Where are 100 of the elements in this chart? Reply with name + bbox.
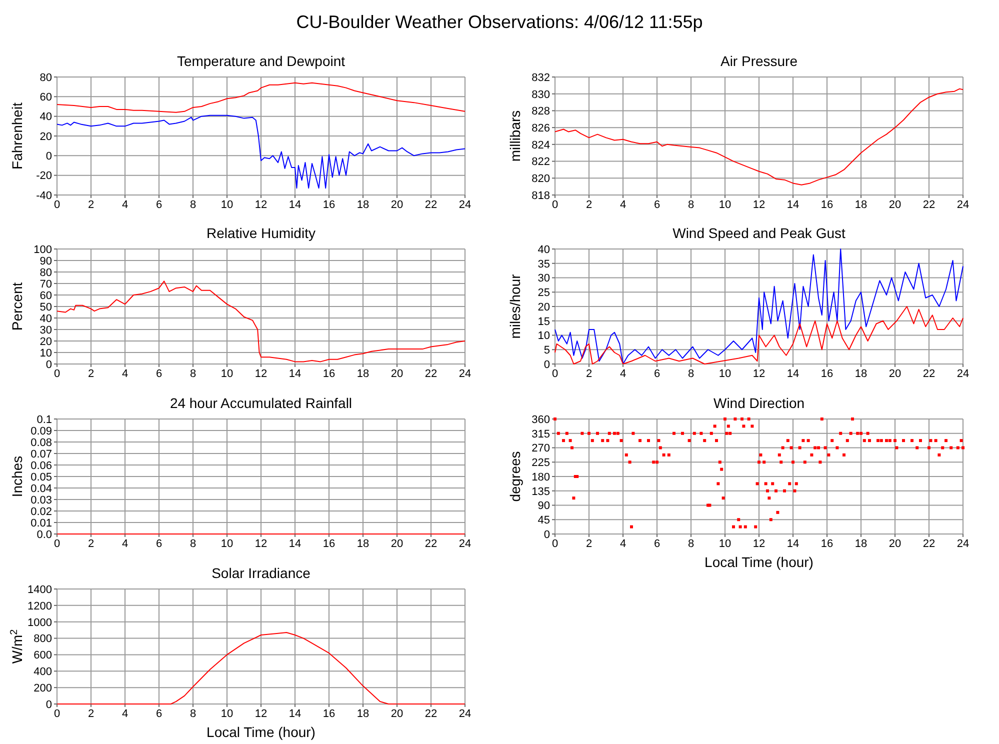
y-tick-label: -20 [36, 170, 52, 182]
x-tick-label: 2 [88, 708, 94, 720]
y-tick-label: 20 [40, 336, 52, 348]
x-tick-label: 22 [424, 538, 438, 550]
y-tick-label: 824 [532, 139, 550, 152]
y-tick-label: 820 [532, 173, 550, 186]
x-tick-label: 2 [88, 538, 94, 550]
x-tick-label: 22 [922, 538, 936, 550]
x-tick-label: 10 [718, 538, 732, 550]
x-tick-label: 18 [854, 538, 868, 550]
y-tick-label: 600 [34, 650, 52, 662]
x-tick-label: 12 [752, 538, 766, 550]
y-tick-label: 0.08 [30, 436, 52, 449]
x-tick-label: 18 [356, 368, 370, 380]
y-tick-label: 0.03 [30, 494, 52, 506]
y-tick-label: 40 [538, 244, 550, 256]
x-tick-label: 18 [356, 708, 370, 720]
x-tick-label: 20 [390, 198, 404, 211]
x-tick-label: 16 [322, 708, 336, 720]
y-tick-label: 40 [40, 111, 52, 124]
x-tick-label: 14 [786, 538, 800, 550]
x-tick-label: 24 [458, 198, 472, 211]
x-tick-label: 10 [718, 368, 732, 380]
x-tick-label: 16 [322, 198, 336, 211]
y-tick-label: 60 [40, 290, 52, 302]
y-tick-label: 10 [538, 330, 550, 342]
y-tick-label: 30 [538, 272, 550, 285]
y-tick-label: 822 [532, 156, 550, 168]
x-tick-label: 2 [88, 368, 94, 380]
y-tick-label: 0.0 [36, 528, 52, 541]
x-tick-label: 6 [156, 538, 162, 550]
y-tick-label: 0.09 [30, 425, 52, 438]
y-axis-title: Inches [9, 456, 25, 498]
x-tick-label: 22 [424, 708, 438, 720]
x-tick-label: 6 [654, 198, 660, 211]
x-tick-label: 4 [122, 368, 128, 380]
y-tick-label: 45 [538, 514, 550, 527]
x-tick-label: 10 [220, 708, 234, 720]
x-tick-label: 2 [586, 198, 592, 211]
y-tick-label: 90 [40, 255, 52, 268]
y-axis-title: degrees [507, 451, 523, 502]
y-tick-label: 832 [532, 72, 550, 84]
y-tick-label: 0 [544, 528, 550, 541]
y-tick-label: 80 [40, 72, 52, 84]
x-tick-label: 20 [888, 368, 902, 380]
x-tick-label: 10 [220, 198, 234, 211]
x-tick-label: 8 [688, 538, 694, 550]
x-tick-label: 14 [288, 198, 302, 211]
y-tick-label: 0.02 [30, 506, 52, 518]
x-tick-label: 22 [424, 368, 438, 380]
x-tick-label: 16 [322, 368, 336, 380]
y-tick-label: 5 [544, 344, 550, 357]
y-tick-label: 30 [40, 324, 52, 336]
y-tick-label: 70 [40, 278, 52, 290]
y-tick-label: 0.1 [36, 414, 52, 426]
x-tick-label: 16 [322, 538, 336, 550]
y-tick-label: 400 [34, 666, 52, 678]
chart-title: 24 hour Accumulated Rainfall [168, 395, 354, 411]
y-tick-label: 828 [532, 106, 550, 118]
x-tick-label: 2 [88, 198, 94, 211]
y-tick-label: 0 [46, 150, 52, 163]
x-tick-label: 4 [122, 538, 128, 550]
x-tick-label: 22 [922, 368, 936, 380]
x-tick-label: 12 [254, 538, 268, 550]
x-tick-label: 12 [254, 368, 268, 380]
y-tick-label: 50 [40, 301, 52, 314]
x-tick-label: 8 [688, 368, 694, 380]
x-tick-label: 14 [288, 368, 302, 380]
x-tick-label: 8 [190, 708, 196, 720]
x-tick-label: 4 [122, 198, 128, 211]
y-tick-label: 100 [34, 244, 52, 256]
y-tick-label: 0.01 [30, 517, 52, 530]
chart-title: Wind Direction [712, 395, 806, 411]
x-tick-label: 24 [956, 198, 970, 211]
y-tick-label: 0 [46, 698, 52, 711]
line-series [554, 88, 964, 186]
y-tick-label: 90 [538, 500, 550, 512]
y-tick-label: 0 [46, 358, 52, 371]
x-tick-label: 0 [54, 198, 60, 211]
x-axis-title: Local Time (hour) [704, 554, 814, 570]
x-tick-label: 24 [458, 368, 472, 380]
x-tick-label: 4 [620, 368, 626, 380]
y-tick-label: 1400 [28, 584, 52, 596]
x-tick-label: 18 [854, 368, 868, 380]
x-tick-label: 0 [552, 538, 558, 550]
x-tick-label: 4 [122, 708, 128, 720]
y-tick-label: 60 [40, 92, 52, 104]
y-tick-label: 315 [532, 428, 550, 440]
y-axis-title: millibars [507, 110, 523, 162]
x-tick-label: 14 [288, 708, 302, 720]
x-tick-label: 20 [390, 538, 404, 550]
x-tick-label: 2 [586, 368, 592, 380]
x-tick-label: 6 [156, 708, 162, 720]
x-tick-label: 22 [922, 198, 936, 211]
y-tick-label: 20 [538, 301, 550, 314]
x-tick-label: 12 [254, 708, 268, 720]
y-tick-label: -40 [36, 190, 52, 202]
x-axis-title: Local Time (hour) [206, 724, 316, 740]
x-tick-label: 6 [156, 198, 162, 211]
x-tick-label: 6 [654, 368, 660, 380]
